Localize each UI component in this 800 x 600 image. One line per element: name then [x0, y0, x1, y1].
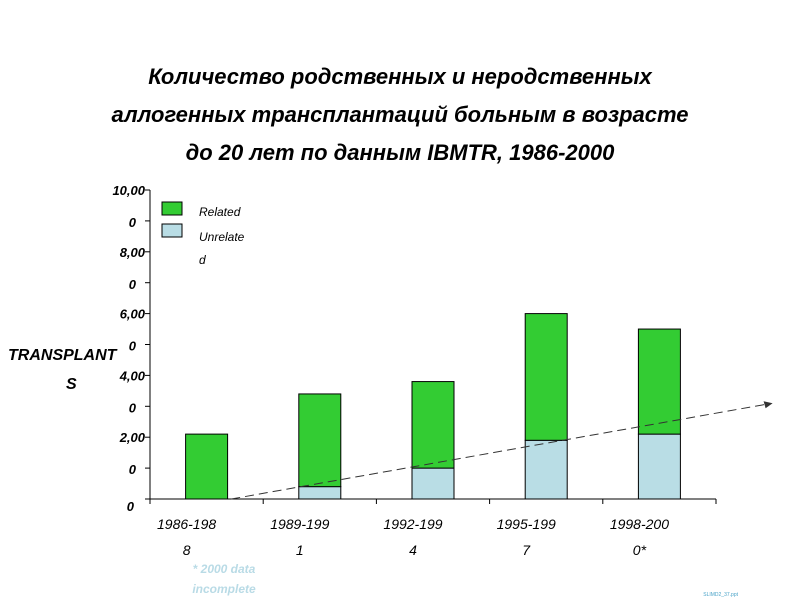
x-tick-label: 4 — [409, 542, 417, 558]
bar-related — [185, 433, 229, 500]
bar-unrelated — [298, 486, 342, 500]
legend-label-unrelated: d — [199, 253, 206, 267]
legend-swatch-unrelated — [161, 223, 183, 238]
bar-related — [637, 328, 681, 435]
chart-title-line: аллогенных трансплантаций больным в возр… — [111, 102, 689, 127]
y-tick-label: 10,00 — [112, 183, 145, 198]
legend-label-unrelated: Unrelate — [199, 230, 245, 244]
x-tick-label: 1995-199 — [497, 516, 556, 532]
y-tick-label: 0 — [127, 499, 135, 514]
y-tick-label: 0 — [129, 215, 137, 230]
chart-title: Количество родственных и неродственных а… — [0, 58, 800, 172]
bar-unrelated — [411, 467, 455, 500]
x-tick-label: 7 — [522, 542, 531, 558]
bar-unrelated — [637, 433, 681, 500]
chart-title-line: до 20 лет по данным IBMTR, 1986-2000 — [185, 140, 615, 165]
y-tick-label: 0 — [129, 400, 137, 415]
y-tick-label: 2,00 — [119, 430, 146, 445]
legend-label-related: Related — [199, 205, 241, 219]
y-axis-label: TRANSPLANT — [8, 347, 118, 364]
footnote-text: * 2000 data — [193, 562, 256, 576]
bar-related — [411, 381, 455, 469]
x-tick-label: 1998-200 — [610, 516, 669, 532]
y-tick-label: 0 — [129, 462, 137, 477]
slide-reference: SLIMD2_37.ppt — [703, 592, 738, 598]
x-tick-label: 1992-199 — [383, 516, 442, 532]
x-tick-label: 1989-199 — [270, 516, 329, 532]
x-tick-label: 1986-198 — [157, 516, 216, 532]
y-tick-label: 0 — [129, 339, 137, 354]
y-tick-label: 6,00 — [120, 307, 146, 322]
x-tick-label: 1 — [296, 542, 304, 558]
legend-swatch-related — [161, 201, 183, 216]
x-tick-label: 8 — [183, 542, 191, 558]
y-tick-label: 4,00 — [119, 368, 146, 383]
x-tick-label: 0* — [633, 542, 647, 558]
bar-related — [524, 313, 568, 441]
trend-arrow-head — [763, 401, 773, 409]
y-tick-label: 0 — [129, 277, 137, 292]
footnote-text: incomplete — [192, 582, 256, 596]
chart-title-line: Количество родственных и неродственных — [148, 64, 652, 89]
y-axis-label: S — [66, 376, 77, 393]
bar-related — [298, 393, 342, 488]
bar-unrelated — [524, 439, 568, 500]
y-tick-label: 8,00 — [120, 245, 146, 260]
trend-arrow-line — [231, 403, 767, 500]
